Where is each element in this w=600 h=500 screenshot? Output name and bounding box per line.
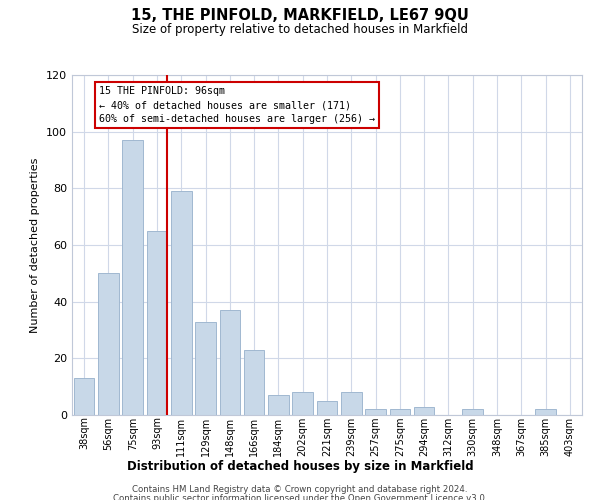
Bar [122, 140, 143, 415]
Text: Contains public sector information licensed under the Open Government Licence v3: Contains public sector information licen… [113, 494, 487, 500]
Bar [535, 410, 556, 415]
Text: Contains HM Land Registry data © Crown copyright and database right 2024.: Contains HM Land Registry data © Crown c… [132, 485, 468, 494]
Bar [414, 406, 434, 415]
Text: 15, THE PINFOLD, MARKFIELD, LE67 9QU: 15, THE PINFOLD, MARKFIELD, LE67 9QU [131, 8, 469, 22]
Bar [389, 410, 410, 415]
Bar [195, 322, 216, 415]
Bar [98, 274, 119, 415]
Bar [74, 378, 94, 415]
Bar [463, 410, 483, 415]
Bar [146, 231, 167, 415]
Y-axis label: Number of detached properties: Number of detached properties [31, 158, 40, 332]
Bar [244, 350, 265, 415]
Bar [268, 395, 289, 415]
Text: Distribution of detached houses by size in Markfield: Distribution of detached houses by size … [127, 460, 473, 473]
Bar [220, 310, 240, 415]
Bar [365, 410, 386, 415]
Bar [341, 392, 362, 415]
Text: 15 THE PINFOLD: 96sqm
← 40% of detached houses are smaller (171)
60% of semi-det: 15 THE PINFOLD: 96sqm ← 40% of detached … [99, 86, 375, 124]
Text: Size of property relative to detached houses in Markfield: Size of property relative to detached ho… [132, 22, 468, 36]
Bar [171, 191, 191, 415]
Bar [317, 401, 337, 415]
Bar [292, 392, 313, 415]
